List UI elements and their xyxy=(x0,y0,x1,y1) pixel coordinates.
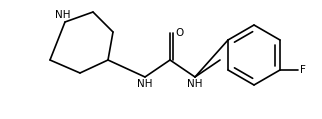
Text: NH: NH xyxy=(187,79,203,89)
Text: F: F xyxy=(300,65,306,75)
Text: NH: NH xyxy=(137,79,153,89)
Text: O: O xyxy=(175,28,183,38)
Text: NH: NH xyxy=(55,10,71,20)
